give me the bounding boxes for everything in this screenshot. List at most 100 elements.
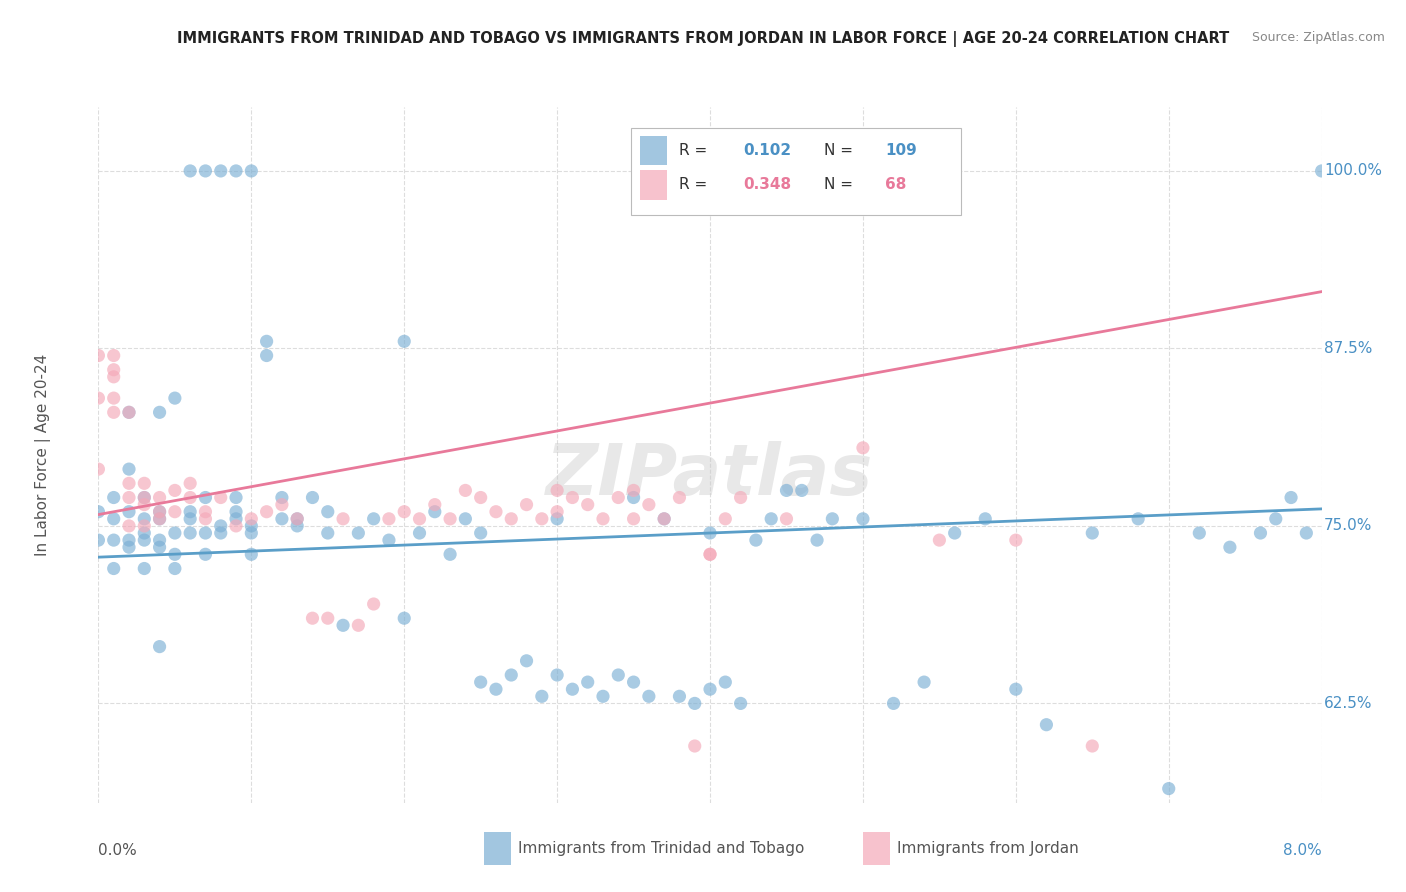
Point bbox=[485, 505, 508, 519]
Point bbox=[516, 498, 538, 512]
Point bbox=[347, 526, 370, 541]
Text: N =: N = bbox=[824, 143, 858, 158]
Point bbox=[87, 462, 110, 476]
Point bbox=[1128, 512, 1150, 526]
Point bbox=[134, 476, 156, 491]
Point bbox=[134, 561, 156, 575]
Point bbox=[149, 405, 172, 419]
Point bbox=[240, 164, 263, 178]
Point bbox=[256, 349, 278, 363]
Text: 62.5%: 62.5% bbox=[1324, 696, 1372, 711]
FancyBboxPatch shape bbox=[863, 832, 890, 865]
Point bbox=[149, 533, 172, 548]
Point bbox=[470, 491, 492, 505]
Point bbox=[194, 512, 217, 526]
Point bbox=[699, 547, 721, 561]
Text: 0.0%: 0.0% bbox=[98, 843, 138, 857]
Point bbox=[714, 675, 737, 690]
Point bbox=[730, 697, 752, 711]
Point bbox=[546, 512, 568, 526]
Point bbox=[883, 697, 905, 711]
Point bbox=[209, 519, 232, 533]
Point bbox=[301, 611, 323, 625]
Point bbox=[1004, 533, 1026, 548]
Point bbox=[270, 512, 294, 526]
Point bbox=[1310, 164, 1333, 178]
Point bbox=[163, 391, 186, 405]
Point bbox=[561, 491, 583, 505]
Point bbox=[439, 547, 461, 561]
Point bbox=[316, 526, 339, 541]
Point bbox=[745, 533, 768, 548]
Point bbox=[240, 512, 263, 526]
Point bbox=[256, 505, 278, 519]
Point bbox=[240, 519, 263, 533]
Point bbox=[209, 491, 232, 505]
Text: 75.0%: 75.0% bbox=[1324, 518, 1372, 533]
Point bbox=[974, 512, 997, 526]
Point bbox=[1157, 781, 1180, 796]
Point bbox=[149, 640, 172, 654]
Text: In Labor Force | Age 20-24: In Labor Force | Age 20-24 bbox=[35, 354, 52, 556]
Point bbox=[576, 675, 599, 690]
Point bbox=[134, 491, 156, 505]
Point bbox=[1188, 526, 1211, 541]
Point bbox=[546, 505, 568, 519]
Point bbox=[392, 334, 416, 349]
Point bbox=[408, 526, 430, 541]
Point bbox=[103, 491, 125, 505]
Point bbox=[501, 512, 523, 526]
Point bbox=[225, 519, 247, 533]
Text: 68: 68 bbox=[884, 178, 907, 193]
Point bbox=[1081, 526, 1104, 541]
Point bbox=[179, 491, 201, 505]
Point bbox=[363, 597, 385, 611]
Point bbox=[775, 483, 797, 498]
Point bbox=[852, 441, 875, 455]
Point bbox=[623, 675, 645, 690]
Point bbox=[668, 491, 690, 505]
Point bbox=[270, 491, 294, 505]
Point bbox=[316, 505, 339, 519]
Point bbox=[592, 690, 614, 704]
Point bbox=[1279, 491, 1302, 505]
Point bbox=[118, 519, 141, 533]
Point bbox=[1295, 526, 1317, 541]
Point bbox=[149, 505, 172, 519]
Point bbox=[194, 526, 217, 541]
Point bbox=[87, 349, 110, 363]
Text: Immigrants from Jordan: Immigrants from Jordan bbox=[897, 840, 1078, 855]
Point bbox=[149, 512, 172, 526]
Text: Immigrants from Trinidad and Tobago: Immigrants from Trinidad and Tobago bbox=[517, 840, 804, 855]
Point bbox=[118, 491, 141, 505]
Point bbox=[134, 512, 156, 526]
Point bbox=[530, 690, 553, 704]
Point bbox=[179, 505, 201, 519]
Point bbox=[285, 512, 308, 526]
Point bbox=[103, 349, 125, 363]
Point bbox=[607, 668, 630, 682]
Point bbox=[683, 739, 706, 753]
Point bbox=[225, 505, 247, 519]
Point bbox=[363, 512, 385, 526]
Point bbox=[392, 611, 416, 625]
Text: R =: R = bbox=[679, 178, 713, 193]
Point bbox=[103, 391, 125, 405]
Point bbox=[470, 526, 492, 541]
FancyBboxPatch shape bbox=[484, 832, 510, 865]
Point bbox=[103, 533, 125, 548]
Point bbox=[149, 512, 172, 526]
Point bbox=[943, 526, 966, 541]
Point bbox=[194, 491, 217, 505]
Point bbox=[209, 526, 232, 541]
Point bbox=[179, 526, 201, 541]
Point bbox=[652, 512, 675, 526]
Text: ZIPatlas: ZIPatlas bbox=[547, 442, 873, 510]
Point bbox=[775, 512, 797, 526]
Point bbox=[637, 498, 661, 512]
Point bbox=[225, 491, 247, 505]
Point bbox=[149, 505, 172, 519]
Point bbox=[103, 512, 125, 526]
Point bbox=[439, 512, 461, 526]
Point bbox=[194, 164, 217, 178]
